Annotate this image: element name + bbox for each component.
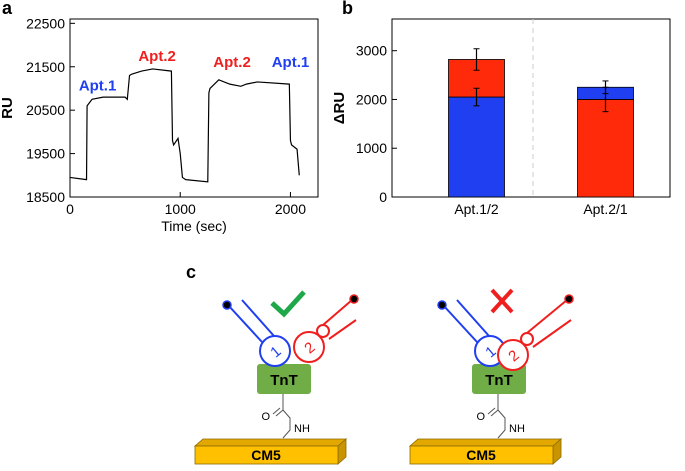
aptamer-2-bulge	[316, 324, 330, 338]
plot-frame	[69, 18, 319, 198]
aptamer-1-end	[222, 300, 232, 310]
y-axis-label: RU	[0, 97, 16, 119]
aptamer-2-end	[349, 294, 359, 304]
y-tick-label: 19500	[26, 146, 65, 162]
protein-label: TnT	[270, 372, 298, 389]
y-tick-label: 22500	[26, 15, 65, 31]
double-bond	[487, 407, 496, 415]
y-tick-label: 2000	[356, 91, 387, 107]
panel-label: a	[2, 0, 13, 18]
x-tick-label: 0	[66, 201, 74, 217]
surface-side	[193, 438, 348, 447]
check-mark	[270, 290, 306, 318]
y-tick-label: 18500	[26, 189, 65, 205]
aptamer-2-bulge	[520, 332, 534, 346]
surface	[409, 445, 554, 465]
aptamer-1	[227, 299, 275, 343]
aptamer-1-loop	[259, 335, 291, 367]
annotation: Apt.1	[79, 78, 117, 95]
x-tick-label: 1000	[165, 201, 196, 217]
aptamer-2	[322, 299, 357, 340]
annotation: Apt.1	[272, 54, 310, 71]
line	[69, 68, 300, 183]
linker	[490, 394, 506, 439]
bar-segment	[577, 99, 634, 198]
protein	[472, 364, 526, 394]
surface-label: CM5	[251, 447, 281, 463]
amine-label: NH	[509, 423, 525, 435]
aptamer-1-end	[437, 300, 447, 310]
y-tick-label: 21500	[26, 59, 65, 75]
panel-label: c	[186, 262, 196, 282]
y-tick-label: 1000	[356, 140, 387, 156]
annotation: Apt.2	[138, 48, 176, 65]
cross-mark	[490, 288, 514, 314]
protein-label: TnT	[485, 372, 513, 389]
surface-side	[408, 438, 563, 447]
linker	[275, 394, 291, 439]
x-tick-label: 2000	[275, 201, 306, 217]
oxygen-label: O	[476, 411, 485, 423]
double-bond	[272, 407, 281, 415]
oxygen-label: O	[261, 411, 270, 423]
aptamer-2-loop	[293, 331, 325, 363]
x-tick-label: Apt.2/1	[583, 201, 628, 217]
surface-label: CM5	[466, 447, 496, 463]
amine-label: NH	[294, 423, 310, 435]
aptamer-2-end	[564, 294, 574, 304]
bar-segment	[448, 96, 505, 198]
aptamer-2-loop	[497, 339, 529, 371]
protein	[257, 364, 311, 394]
aptamer-2	[526, 299, 572, 348]
aptamer-1	[442, 299, 490, 343]
surface	[194, 445, 339, 465]
y-axis-label: ΔRU	[331, 92, 348, 124]
x-tick-label: Apt.1/2	[454, 201, 499, 217]
x-axis-label: Time (sec)	[161, 218, 227, 234]
y-tick-label: 0	[379, 189, 387, 205]
plot-frame	[391, 18, 671, 198]
y-tick-label: 20500	[26, 102, 65, 118]
panel-label: b	[342, 0, 353, 18]
annotation: Apt.2	[213, 54, 251, 71]
y-tick-label: 3000	[356, 43, 387, 59]
